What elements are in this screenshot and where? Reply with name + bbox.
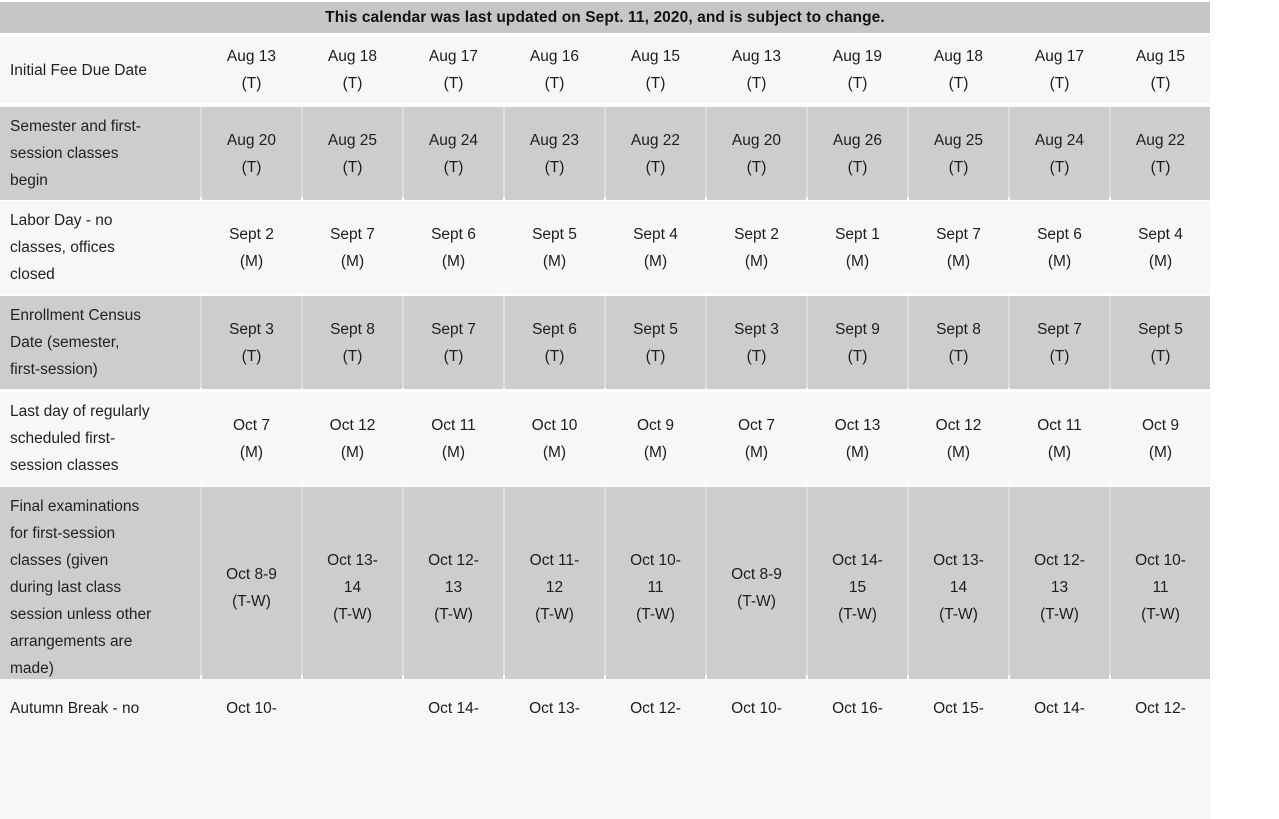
date-cell: Oct 14- xyxy=(1010,679,1109,819)
date-cell: Oct 7 (M) xyxy=(707,392,806,485)
date-cell: Oct 9 (M) xyxy=(1111,392,1210,485)
date-cell: Aug 25 (T) xyxy=(909,107,1008,200)
date-cell: Oct 15- xyxy=(909,679,1008,819)
date-cell: Sept 5 (T) xyxy=(1111,296,1210,389)
date-cell: Aug 19 (T) xyxy=(808,37,907,103)
date-cell: Aug 23 (T) xyxy=(505,107,604,200)
date-cell: Sept 8 (T) xyxy=(909,296,1008,389)
date-cell: Oct 11 (M) xyxy=(404,392,503,485)
date-cell: Oct 8-9 (T-W) xyxy=(202,487,301,688)
date-cell: Oct 12- xyxy=(606,679,705,819)
table-row: Autumn Break - no Oct 10- Oct 14- Oct 13… xyxy=(0,679,1210,819)
table-row: Initial Fee Due Date Aug 13 (T) Aug 18 (… xyxy=(0,37,1210,103)
table-row: Last day of regularly scheduled first- s… xyxy=(0,392,1210,485)
date-cell: Oct 13 (M) xyxy=(808,392,907,485)
calendar-update-notice: This calendar was last updated on Sept. … xyxy=(0,2,1210,33)
date-cell: Oct 10- 11 (T-W) xyxy=(606,487,705,688)
date-cell: Sept 6 (T) xyxy=(505,296,604,389)
date-cell: Sept 4 (M) xyxy=(1111,201,1210,294)
date-cell: Oct 13- xyxy=(505,679,604,819)
date-cell: Oct 13- 14 (T-W) xyxy=(909,487,1008,688)
date-cell: Oct 12 (M) xyxy=(303,392,402,485)
date-cell: Aug 25 (T) xyxy=(303,107,402,200)
date-cell: Sept 7 (M) xyxy=(303,201,402,294)
academic-calendar-table: This calendar was last updated on Sept. … xyxy=(0,2,1210,819)
date-cell xyxy=(303,679,402,819)
date-cell: Aug 22 (T) xyxy=(1111,107,1210,200)
date-cell: Sept 7 (T) xyxy=(404,296,503,389)
date-cell: Sept 5 (T) xyxy=(606,296,705,389)
date-cell: Oct 14- xyxy=(404,679,503,819)
date-cell: Sept 8 (T) xyxy=(303,296,402,389)
date-cell: Aug 17 (T) xyxy=(404,37,503,103)
date-cell: Aug 16 (T) xyxy=(505,37,604,103)
date-cell: Aug 15 (T) xyxy=(606,37,705,103)
date-cell: Aug 13 (T) xyxy=(202,37,301,103)
date-cell: Sept 6 (M) xyxy=(1010,201,1109,294)
date-cell: Oct 12- 13 (T-W) xyxy=(404,487,503,688)
date-cell: Sept 2 (M) xyxy=(707,201,806,294)
row-label: Final examinations for first-session cla… xyxy=(0,487,200,688)
date-cell: Sept 2 (M) xyxy=(202,201,301,294)
date-cell: Aug 22 (T) xyxy=(606,107,705,200)
date-cell: Sept 6 (M) xyxy=(404,201,503,294)
date-cell: Sept 3 (T) xyxy=(707,296,806,389)
row-label: Semester and first- session classes begi… xyxy=(0,107,200,200)
date-cell: Oct 10 (M) xyxy=(505,392,604,485)
row-label: Labor Day - no classes, offices closed xyxy=(0,201,200,294)
date-cell: Aug 17 (T) xyxy=(1010,37,1109,103)
date-cell: Oct 12- 13 (T-W) xyxy=(1010,487,1109,688)
date-cell: Sept 7 (T) xyxy=(1010,296,1109,389)
date-cell: Oct 10- xyxy=(707,679,806,819)
date-cell: Oct 10- 11 (T-W) xyxy=(1111,487,1210,688)
date-cell: Oct 11- 12 (T-W) xyxy=(505,487,604,688)
date-cell: Aug 20 (T) xyxy=(707,107,806,200)
date-cell: Sept 5 (M) xyxy=(505,201,604,294)
date-cell: Oct 10- xyxy=(202,679,301,819)
table-row: Semester and first- session classes begi… xyxy=(0,107,1210,200)
date-cell: Sept 3 (T) xyxy=(202,296,301,389)
date-cell: Oct 11 (M) xyxy=(1010,392,1109,485)
date-cell: Sept 7 (M) xyxy=(909,201,1008,294)
table-row: Labor Day - no classes, offices closed S… xyxy=(0,201,1210,294)
date-cell: Oct 14- 15 (T-W) xyxy=(808,487,907,688)
row-label: Enrollment Census Date (semester, first-… xyxy=(0,296,200,389)
date-cell: Oct 12- xyxy=(1111,679,1210,819)
date-cell: Sept 4 (M) xyxy=(606,201,705,294)
date-cell: Aug 15 (T) xyxy=(1111,37,1210,103)
date-cell: Oct 13- 14 (T-W) xyxy=(303,487,402,688)
date-cell: Oct 16- xyxy=(808,679,907,819)
date-cell: Aug 24 (T) xyxy=(404,107,503,200)
date-cell: Aug 20 (T) xyxy=(202,107,301,200)
date-cell: Oct 9 (M) xyxy=(606,392,705,485)
date-cell: Aug 18 (T) xyxy=(303,37,402,103)
date-cell: Aug 13 (T) xyxy=(707,37,806,103)
date-cell: Sept 1 (M) xyxy=(808,201,907,294)
date-cell: Aug 18 (T) xyxy=(909,37,1008,103)
table-row: Enrollment Census Date (semester, first-… xyxy=(0,296,1210,389)
row-label: Last day of regularly scheduled first- s… xyxy=(0,392,200,485)
row-label: Autumn Break - no xyxy=(0,679,200,819)
date-cell: Aug 24 (T) xyxy=(1010,107,1109,200)
date-cell: Oct 12 (M) xyxy=(909,392,1008,485)
date-cell: Sept 9 (T) xyxy=(808,296,907,389)
date-cell: Oct 8-9 (T-W) xyxy=(707,487,806,688)
date-cell: Aug 26 (T) xyxy=(808,107,907,200)
table-row: Final examinations for first-session cla… xyxy=(0,487,1210,688)
row-label: Initial Fee Due Date xyxy=(0,37,200,103)
date-cell: Oct 7 (M) xyxy=(202,392,301,485)
